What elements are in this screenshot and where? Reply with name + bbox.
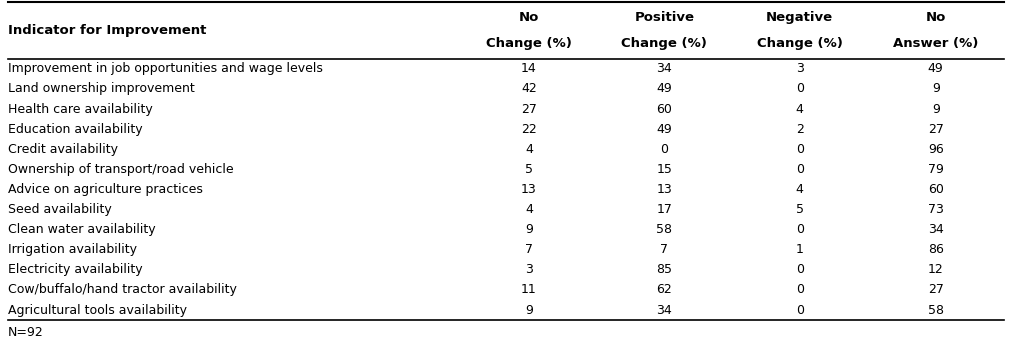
Text: 49: 49 (927, 62, 942, 75)
Text: 1: 1 (795, 243, 803, 256)
Text: Advice on agriculture practices: Advice on agriculture practices (8, 183, 203, 196)
Text: 34: 34 (927, 223, 942, 236)
Text: 79: 79 (927, 163, 942, 176)
Text: 3: 3 (795, 62, 803, 75)
Text: 60: 60 (656, 102, 671, 116)
Text: 0: 0 (795, 283, 803, 297)
Text: Answer (%): Answer (%) (892, 37, 978, 50)
Text: 34: 34 (656, 303, 671, 317)
Text: 86: 86 (927, 243, 942, 256)
Text: 13: 13 (521, 183, 536, 196)
Text: 5: 5 (525, 163, 533, 176)
Text: Change (%): Change (%) (485, 37, 571, 50)
Text: 49: 49 (656, 82, 671, 95)
Text: 9: 9 (525, 223, 533, 236)
Text: 9: 9 (931, 82, 938, 95)
Text: 4: 4 (795, 102, 803, 116)
Text: 62: 62 (656, 283, 671, 297)
Text: 34: 34 (656, 62, 671, 75)
Text: 27: 27 (927, 122, 942, 136)
Text: N=92: N=92 (8, 326, 43, 339)
Text: 2: 2 (795, 122, 803, 136)
Text: 5: 5 (795, 203, 803, 216)
Text: Change (%): Change (%) (621, 37, 707, 50)
Text: 17: 17 (656, 203, 671, 216)
Text: 0: 0 (795, 263, 803, 276)
Text: Education availability: Education availability (8, 122, 143, 136)
Text: 3: 3 (525, 263, 533, 276)
Text: Ownership of transport/road vehicle: Ownership of transport/road vehicle (8, 163, 234, 176)
Text: 0: 0 (795, 163, 803, 176)
Text: 4: 4 (795, 183, 803, 196)
Text: 58: 58 (656, 223, 671, 236)
Text: Agricultural tools availability: Agricultural tools availability (8, 303, 187, 317)
Text: Electricity availability: Electricity availability (8, 263, 143, 276)
Text: Cow/buffalo/hand tractor availability: Cow/buffalo/hand tractor availability (8, 283, 237, 297)
Text: Clean water availability: Clean water availability (8, 223, 156, 236)
Text: 0: 0 (660, 143, 667, 156)
Text: Irrigation availability: Irrigation availability (8, 243, 136, 256)
Text: 42: 42 (521, 82, 536, 95)
Text: 14: 14 (521, 62, 536, 75)
Text: 96: 96 (927, 143, 942, 156)
Text: 7: 7 (660, 243, 667, 256)
Text: No: No (519, 11, 539, 24)
Text: Credit availability: Credit availability (8, 143, 118, 156)
Text: 4: 4 (525, 143, 533, 156)
Text: 49: 49 (656, 122, 671, 136)
Text: 11: 11 (521, 283, 536, 297)
Text: 15: 15 (656, 163, 671, 176)
Text: 27: 27 (521, 102, 536, 116)
Text: 4: 4 (525, 203, 533, 216)
Text: 58: 58 (927, 303, 943, 317)
Text: Land ownership improvement: Land ownership improvement (8, 82, 195, 95)
Text: 13: 13 (656, 183, 671, 196)
Text: 12: 12 (927, 263, 942, 276)
Text: 0: 0 (795, 223, 803, 236)
Text: Health care availability: Health care availability (8, 102, 153, 116)
Text: Seed availability: Seed availability (8, 203, 112, 216)
Text: No: No (925, 11, 945, 24)
Text: 0: 0 (795, 143, 803, 156)
Text: 60: 60 (927, 183, 942, 196)
Text: Change (%): Change (%) (756, 37, 842, 50)
Text: 0: 0 (795, 303, 803, 317)
Text: 85: 85 (656, 263, 671, 276)
Text: 27: 27 (927, 283, 942, 297)
Text: Negative: Negative (765, 11, 832, 24)
Text: Indicator for Improvement: Indicator for Improvement (8, 24, 206, 37)
Text: 9: 9 (525, 303, 533, 317)
Text: 7: 7 (525, 243, 533, 256)
Text: 22: 22 (521, 122, 536, 136)
Text: 9: 9 (931, 102, 938, 116)
Text: 73: 73 (927, 203, 942, 216)
Text: Positive: Positive (634, 11, 694, 24)
Text: Improvement in job opportunities and wage levels: Improvement in job opportunities and wag… (8, 62, 323, 75)
Text: 0: 0 (795, 82, 803, 95)
